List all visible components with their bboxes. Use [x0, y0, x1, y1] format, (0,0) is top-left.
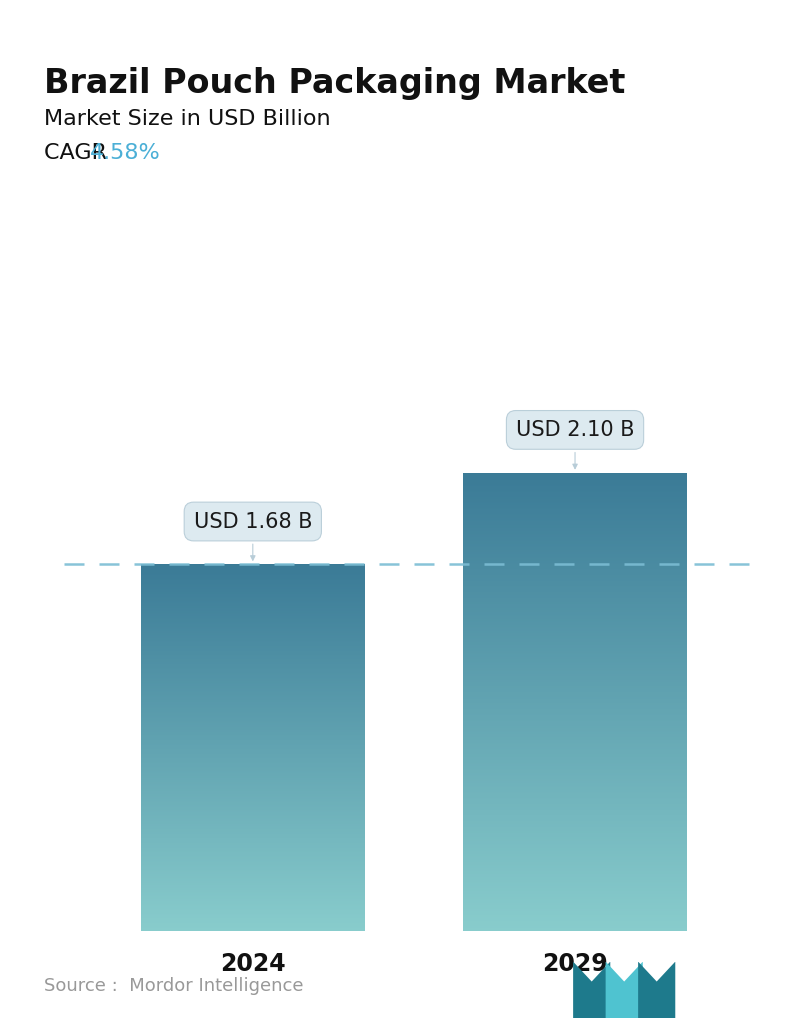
Text: USD 1.68 B: USD 1.68 B: [193, 512, 312, 560]
Polygon shape: [573, 962, 611, 1018]
Text: Brazil Pouch Packaging Market: Brazil Pouch Packaging Market: [44, 67, 625, 100]
Text: Market Size in USD Billion: Market Size in USD Billion: [44, 109, 330, 128]
Text: Source :  Mordor Intelligence: Source : Mordor Intelligence: [44, 977, 303, 995]
Text: 4.58%: 4.58%: [90, 143, 161, 162]
Text: USD 2.10 B: USD 2.10 B: [516, 420, 634, 468]
Polygon shape: [606, 962, 643, 1018]
Text: CAGR: CAGR: [44, 143, 114, 162]
Polygon shape: [638, 962, 675, 1018]
